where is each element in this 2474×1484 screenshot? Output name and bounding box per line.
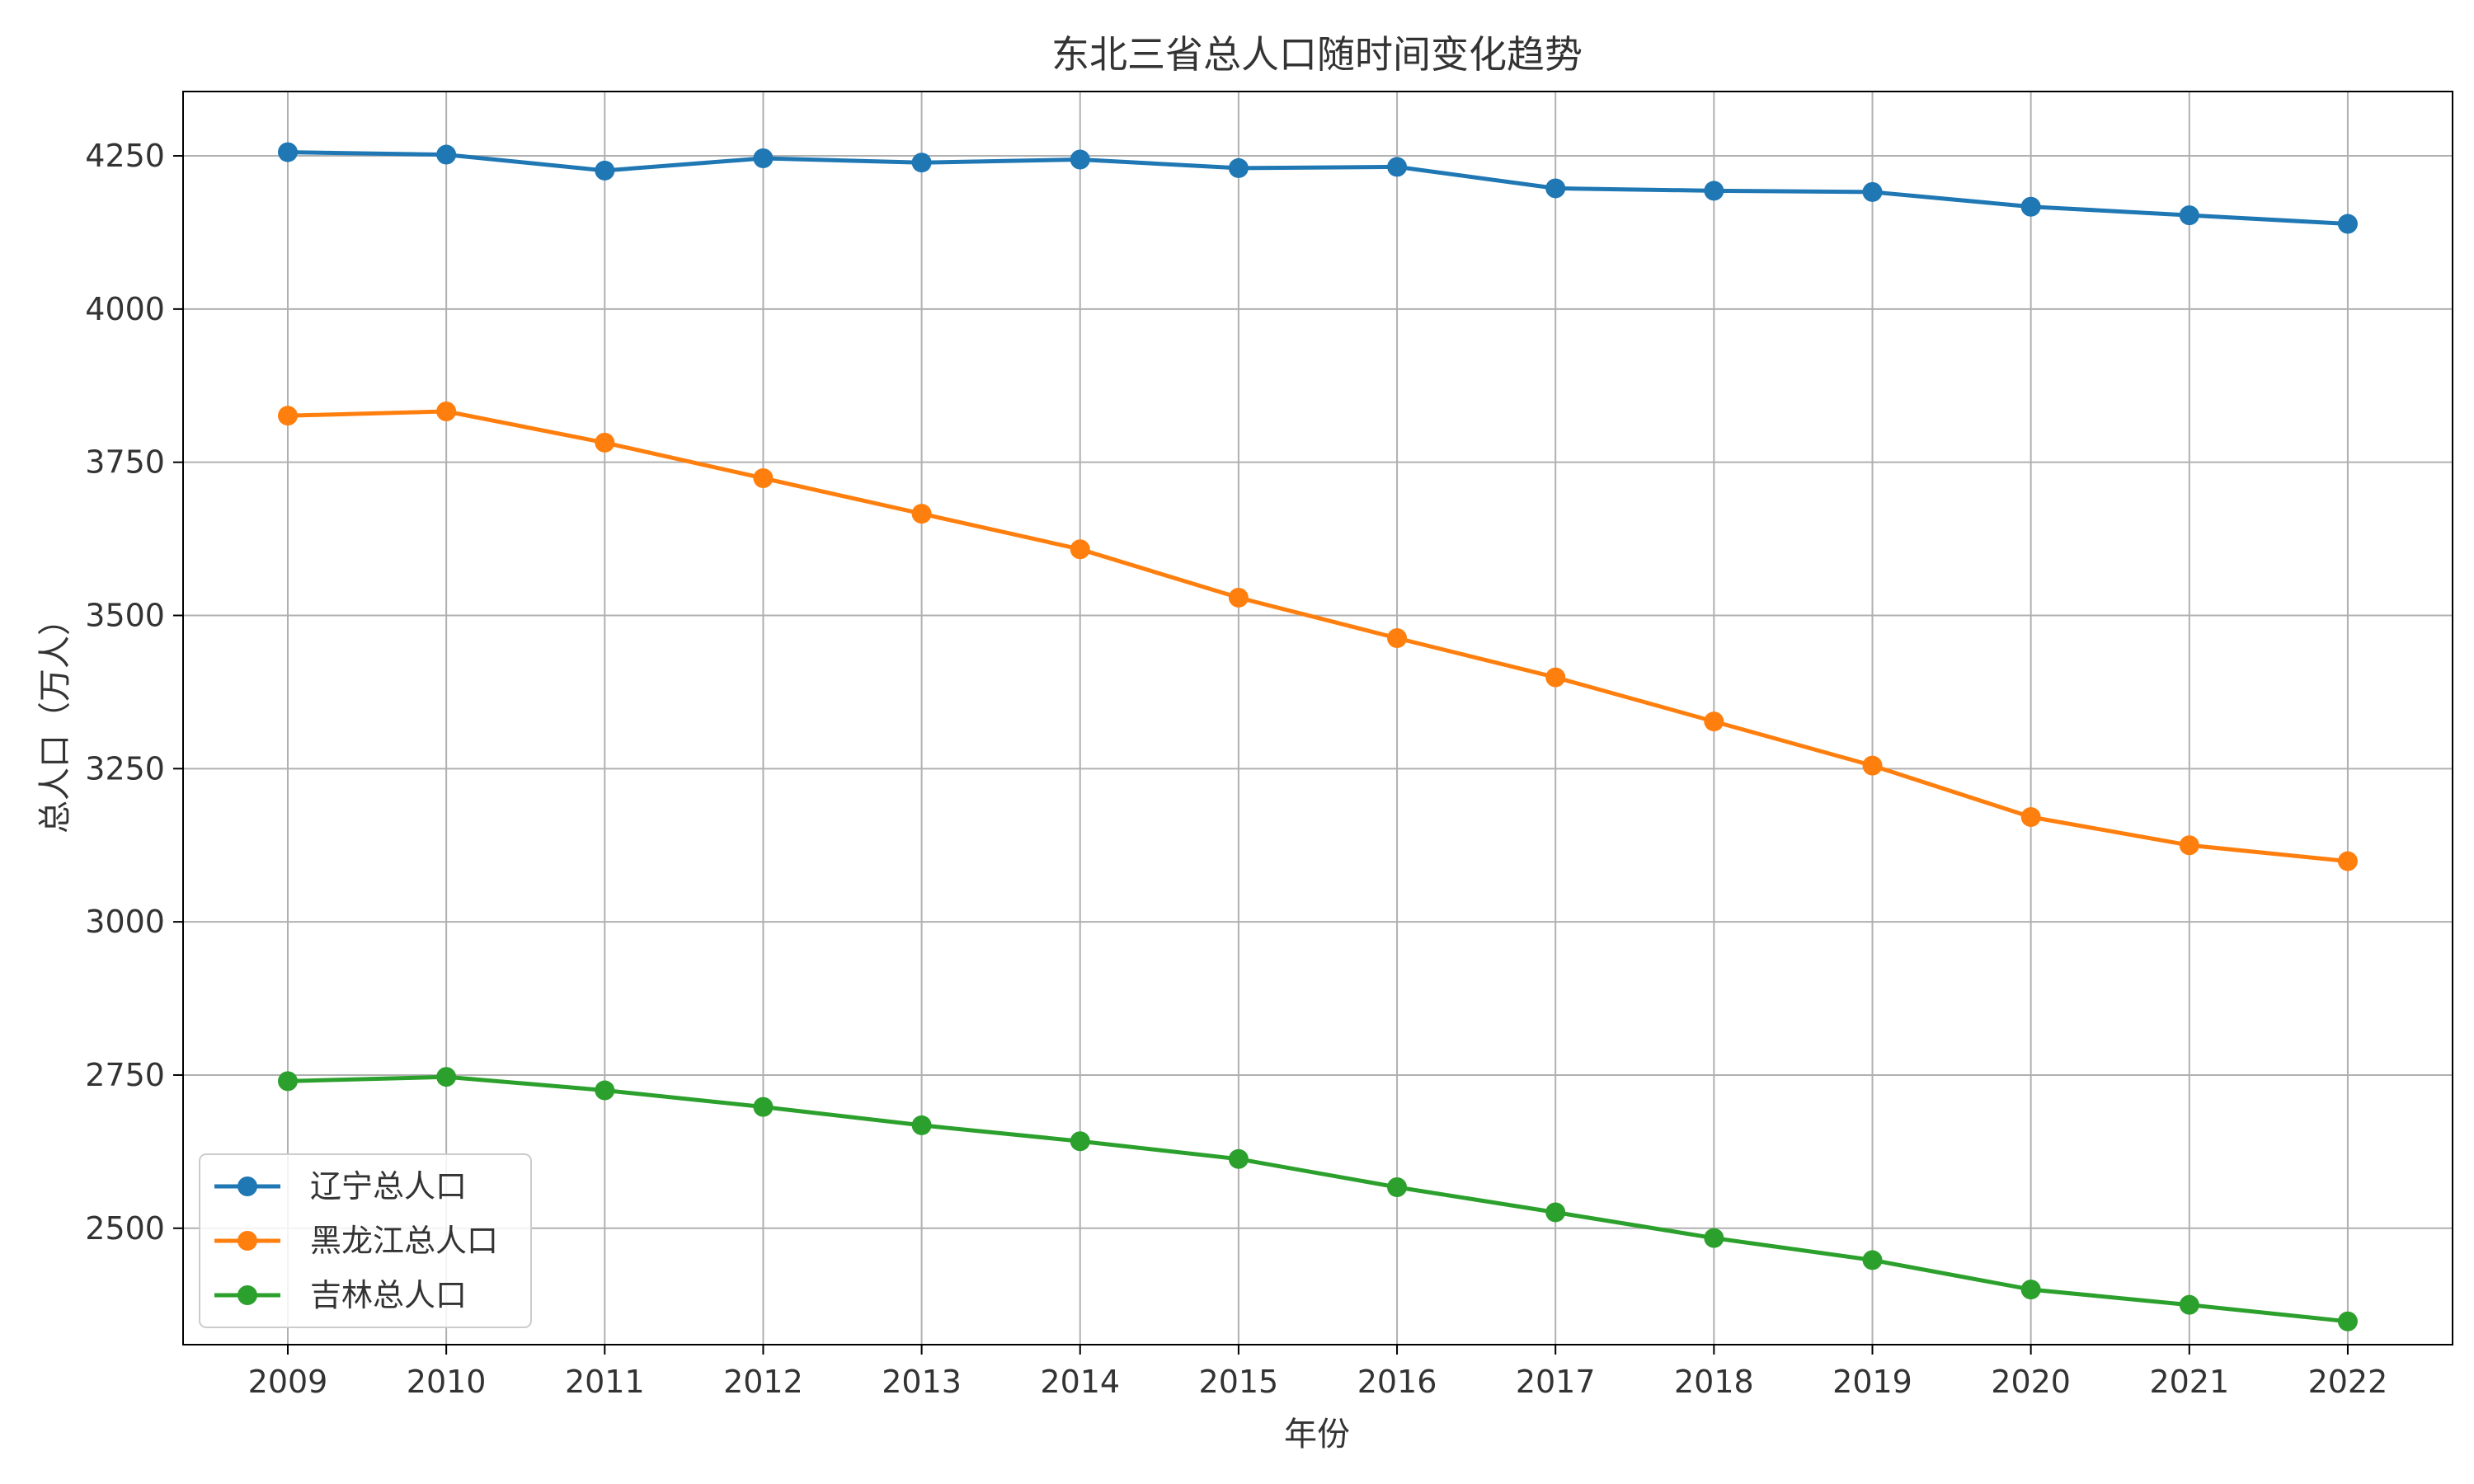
x-tick-label: 2012 [723, 1364, 803, 1400]
data-point [1862, 755, 1883, 776]
legend-label: 吉林总人口 [310, 1277, 467, 1313]
data-point [2179, 1294, 2199, 1315]
data-point [595, 1080, 615, 1101]
data-point [2337, 851, 2358, 871]
x-tick-label: 2013 [882, 1364, 962, 1400]
data-point [1862, 181, 1883, 202]
data-point [2020, 196, 2041, 217]
series-line-1 [287, 409, 2349, 864]
data-point [1862, 1250, 1883, 1270]
data-point [1228, 1148, 1249, 1169]
y-tick-label: 3750 [85, 444, 165, 481]
data-point [595, 432, 615, 453]
series-2 [278, 1067, 2358, 1331]
data-point [1228, 157, 1249, 178]
x-tick-label: 2019 [1832, 1364, 1912, 1400]
y-tick-label: 3500 [85, 598, 165, 634]
data-point [436, 401, 457, 421]
x-tick-label: 2016 [1357, 1364, 1437, 1400]
x-tick-label: 2009 [248, 1364, 328, 1400]
data-point [1070, 1131, 1090, 1152]
data-point [1387, 628, 1408, 649]
data-point [2337, 1311, 2358, 1331]
data-point [911, 504, 932, 524]
legend-marker [238, 1231, 257, 1251]
x-tick-label: 2022 [2308, 1364, 2388, 1400]
data-point [2020, 807, 2041, 828]
y-axis-ticks: 2500 2750 3000 3250 3500 3750 4000 4250 [85, 138, 183, 1247]
x-tick-label: 2011 [565, 1364, 645, 1400]
data-point [278, 1071, 298, 1092]
data-point [2179, 835, 2199, 856]
legend-item-1: 黑龙江总人口 [214, 1223, 498, 1259]
data-point [753, 1097, 774, 1117]
x-tick-label: 2017 [1516, 1364, 1596, 1400]
data-point [1704, 181, 1724, 201]
data-point [911, 1115, 932, 1135]
data-point [2179, 205, 2199, 226]
x-tick-label: 2021 [2149, 1364, 2229, 1400]
y-tick-label: 2750 [85, 1057, 165, 1093]
y-axis-title: 总人口（万人） [36, 603, 74, 834]
series-layer [278, 142, 2358, 1331]
legend-item-2: 吉林总人口 [214, 1277, 467, 1313]
data-point [595, 160, 615, 181]
data-point [1545, 667, 1566, 688]
y-tick-label: 4000 [85, 291, 165, 327]
legend-label: 辽宁总人口 [310, 1168, 467, 1205]
x-tick-label: 2018 [1674, 1364, 1754, 1400]
y-tick-label: 2500 [85, 1210, 165, 1247]
y-tick-label: 3250 [85, 750, 165, 787]
data-point [1545, 178, 1566, 199]
series-1 [278, 401, 2358, 871]
legend-label: 黑龙江总人口 [310, 1223, 498, 1259]
data-point [278, 142, 298, 162]
series-line-0 [287, 150, 2349, 226]
data-point [2020, 1280, 2041, 1300]
data-point [1387, 157, 1408, 177]
legend-box [199, 1153, 532, 1328]
data-point [1070, 539, 1090, 560]
data-point [1387, 1176, 1408, 1197]
x-tick-label: 2015 [1199, 1364, 1279, 1400]
plot-frame [182, 91, 2453, 1345]
x-tick-label: 2014 [1040, 1364, 1120, 1400]
series-line-2 [287, 1074, 2349, 1324]
data-point [2337, 214, 2358, 234]
data-point [753, 148, 774, 169]
data-point [436, 144, 457, 165]
series-0 [278, 142, 2358, 234]
data-point [1704, 1228, 1724, 1248]
x-axis-ticks: 2009 2010 2011 2012 2013 2014 2015 2016 2017 2018… [248, 1345, 2388, 1400]
x-axis-title: 年份 [1284, 1416, 1350, 1453]
legend-marker [238, 1176, 257, 1196]
data-point [436, 1067, 457, 1087]
legend-item-0: 辽宁总人口 [214, 1168, 467, 1205]
data-point [1228, 587, 1249, 608]
data-point [1704, 711, 1724, 732]
x-tick-label: 2010 [407, 1364, 487, 1400]
data-point [753, 468, 774, 489]
data-point [278, 406, 298, 426]
grid-layer [183, 92, 2453, 1345]
chart-title: 东北三省总人口随时间变化趋势 [1051, 32, 1583, 77]
y-tick-label: 4250 [85, 138, 165, 174]
data-point [1545, 1202, 1566, 1223]
legend-marker [238, 1285, 257, 1305]
data-point [1070, 149, 1090, 170]
y-tick-label: 3000 [85, 904, 165, 940]
x-tick-label: 2020 [1991, 1364, 2071, 1400]
data-point [911, 153, 932, 173]
